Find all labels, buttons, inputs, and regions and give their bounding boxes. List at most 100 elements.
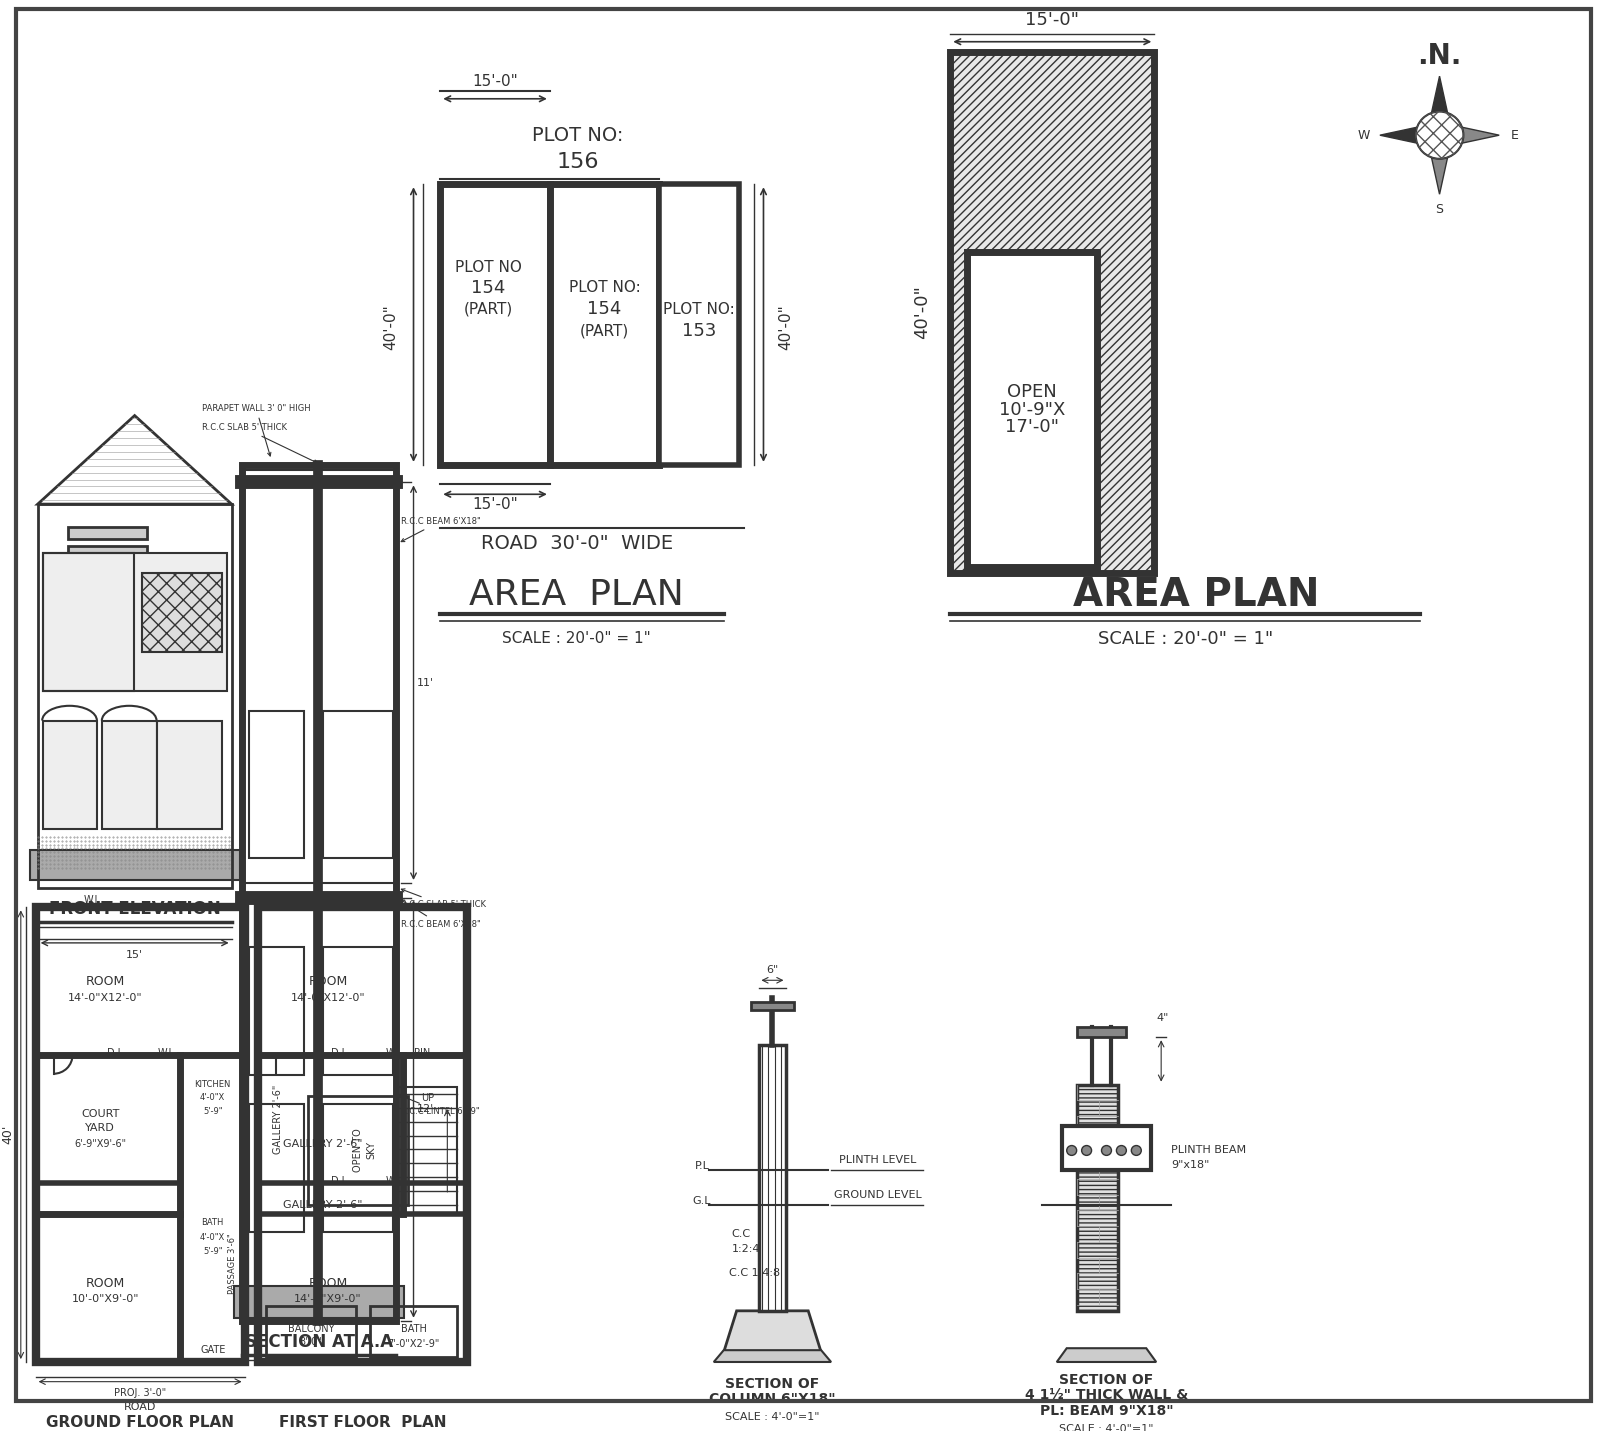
Text: D.I: D.I (331, 1047, 344, 1058)
Text: ROOM: ROOM (309, 1276, 347, 1289)
Bar (242, 465, 395, 1321)
Text: D.I: D.I (331, 1176, 344, 1186)
Text: S: S (1435, 203, 1443, 216)
Text: GROUND LEVEL: GROUND LEVEL (834, 1189, 922, 1199)
Bar (142, 572, 222, 651)
Bar (250, 711, 304, 859)
Text: 6": 6" (766, 966, 779, 976)
Text: 153: 153 (682, 322, 717, 341)
Text: SECTION OF: SECTION OF (725, 1377, 819, 1391)
Bar (43, 721, 98, 829)
Text: 1:2:4: 1:2:4 (731, 1244, 760, 1254)
Bar (968, 252, 1096, 567)
Text: FIRST FLOOR  PLAN: FIRST FLOOR PLAN (278, 1415, 446, 1431)
Bar (950, 52, 1154, 572)
Text: PROJ. 3'-0": PROJ. 3'-0" (114, 1388, 166, 1398)
Bar (309, 1096, 408, 1205)
Text: AREA  PLAN: AREA PLAN (469, 578, 683, 611)
Circle shape (1067, 1146, 1077, 1155)
Bar (370, 1307, 458, 1357)
Text: R.C.C BEAM 6'X18": R.C.C BEAM 6'X18" (400, 900, 480, 929)
Text: SCALE : 20'-0" = 1": SCALE : 20'-0" = 1" (502, 631, 651, 647)
Text: 14'-0"X12'-0": 14'-0"X12'-0" (69, 993, 142, 1003)
Text: 40': 40' (2, 1125, 14, 1145)
Bar (323, 947, 392, 1075)
Text: GALLERY 2'-6": GALLERY 2'-6" (283, 1199, 363, 1209)
Polygon shape (1056, 1348, 1157, 1362)
Text: 4": 4" (1157, 1013, 1168, 1023)
Bar (157, 721, 222, 829)
Text: SCALE : 4'-0"=1": SCALE : 4'-0"=1" (725, 1412, 819, 1422)
Polygon shape (30, 850, 240, 880)
Text: 40'-0": 40'-0" (914, 285, 931, 339)
Polygon shape (714, 1351, 830, 1362)
Text: BALCONY: BALCONY (288, 1324, 334, 1334)
Text: SKY: SKY (366, 1142, 376, 1159)
Polygon shape (1440, 123, 1499, 147)
Bar (266, 1307, 355, 1357)
Text: PIN: PIN (414, 1047, 430, 1058)
Text: SECTION AT A.A: SECTION AT A.A (245, 1334, 392, 1351)
Text: 154: 154 (587, 301, 621, 318)
Text: KITCHEN: KITCHEN (195, 1080, 230, 1089)
Text: 15'-0": 15'-0" (1026, 11, 1080, 29)
Text: W.I: W.I (386, 1047, 400, 1058)
Text: 15'-0": 15'-0" (472, 497, 518, 512)
Bar (398, 1086, 458, 1215)
Bar (323, 1105, 392, 1232)
Text: R.C.C SLAB 5' THICK: R.C.C SLAB 5' THICK (400, 889, 485, 910)
Text: (PART): (PART) (579, 323, 629, 339)
Text: (PART): (PART) (464, 302, 512, 316)
Text: E: E (1510, 129, 1518, 142)
Bar (259, 907, 467, 1362)
Text: G.L: G.L (693, 1196, 710, 1206)
Text: W.I: W.I (158, 1047, 173, 1058)
Text: OPEN: OPEN (1006, 384, 1056, 401)
Text: SCALE : 4'-0"=1": SCALE : 4'-0"=1" (1059, 1424, 1154, 1431)
Text: 4'-0"X: 4'-0"X (200, 1093, 226, 1102)
Circle shape (1082, 1146, 1091, 1155)
Text: PARAPET WALL 3' 0" HIGH: PARAPET WALL 3' 0" HIGH (202, 404, 310, 456)
Text: 14'-0"X12'-0": 14'-0"X12'-0" (291, 993, 365, 1003)
Text: ROOM: ROOM (86, 1276, 125, 1289)
Text: UP: UP (421, 1093, 434, 1103)
Circle shape (1101, 1146, 1112, 1155)
Text: COURT: COURT (82, 1109, 120, 1119)
Text: GALLERY 2'-6": GALLERY 2'-6" (283, 1139, 363, 1149)
Text: 5'-9": 5'-9" (203, 1248, 222, 1256)
Bar (440, 185, 550, 465)
Text: 10'-9"X: 10'-9"X (998, 401, 1066, 419)
Text: 9"x18": 9"x18" (1171, 1161, 1210, 1171)
Text: AREA PLAN: AREA PLAN (1072, 575, 1320, 614)
Bar (250, 1105, 304, 1232)
Text: P.L: P.L (694, 1161, 709, 1171)
Text: 5'-9": 5'-9" (203, 1106, 222, 1116)
Text: 4'-0"X: 4'-0"X (200, 1232, 226, 1242)
Text: 156: 156 (557, 152, 598, 172)
Text: YARD: YARD (85, 1123, 115, 1133)
Bar (102, 721, 157, 829)
Text: PLOT NO:: PLOT NO: (568, 280, 640, 295)
Bar (43, 554, 134, 691)
Text: PLINTH BEAM: PLINTH BEAM (1171, 1145, 1246, 1155)
Text: 40'-0": 40'-0" (778, 305, 794, 351)
Text: 15': 15' (126, 950, 144, 960)
Bar (1077, 1027, 1126, 1037)
Text: 11': 11' (418, 678, 434, 688)
Text: 154: 154 (470, 279, 506, 296)
Text: .N.: .N. (1418, 43, 1462, 70)
Text: 14'-0"X9'-0": 14'-0"X9'-0" (294, 1294, 362, 1304)
Text: D.I: D.I (107, 1047, 120, 1058)
Text: 4 1½" THICK WALL &: 4 1½" THICK WALL & (1026, 1388, 1189, 1402)
Text: SCALE : 20'-0" = 1": SCALE : 20'-0" = 1" (1098, 630, 1274, 648)
Circle shape (1117, 1146, 1126, 1155)
Bar (659, 185, 739, 465)
Text: 10'-0"X9'-0": 10'-0"X9'-0" (72, 1294, 139, 1304)
Text: COLUMN 6"X18": COLUMN 6"X18" (709, 1392, 835, 1407)
Text: ROAD: ROAD (123, 1402, 157, 1412)
Text: 40'-0": 40'-0" (384, 305, 398, 351)
Text: R.C.C LINTEL 6'X9": R.C.C LINTEL 6'X9" (400, 1096, 480, 1116)
Polygon shape (234, 1286, 403, 1318)
Text: R.C.C BEAM 6'X18": R.C.C BEAM 6'X18" (400, 517, 480, 541)
Text: SECTION OF: SECTION OF (1059, 1372, 1154, 1387)
